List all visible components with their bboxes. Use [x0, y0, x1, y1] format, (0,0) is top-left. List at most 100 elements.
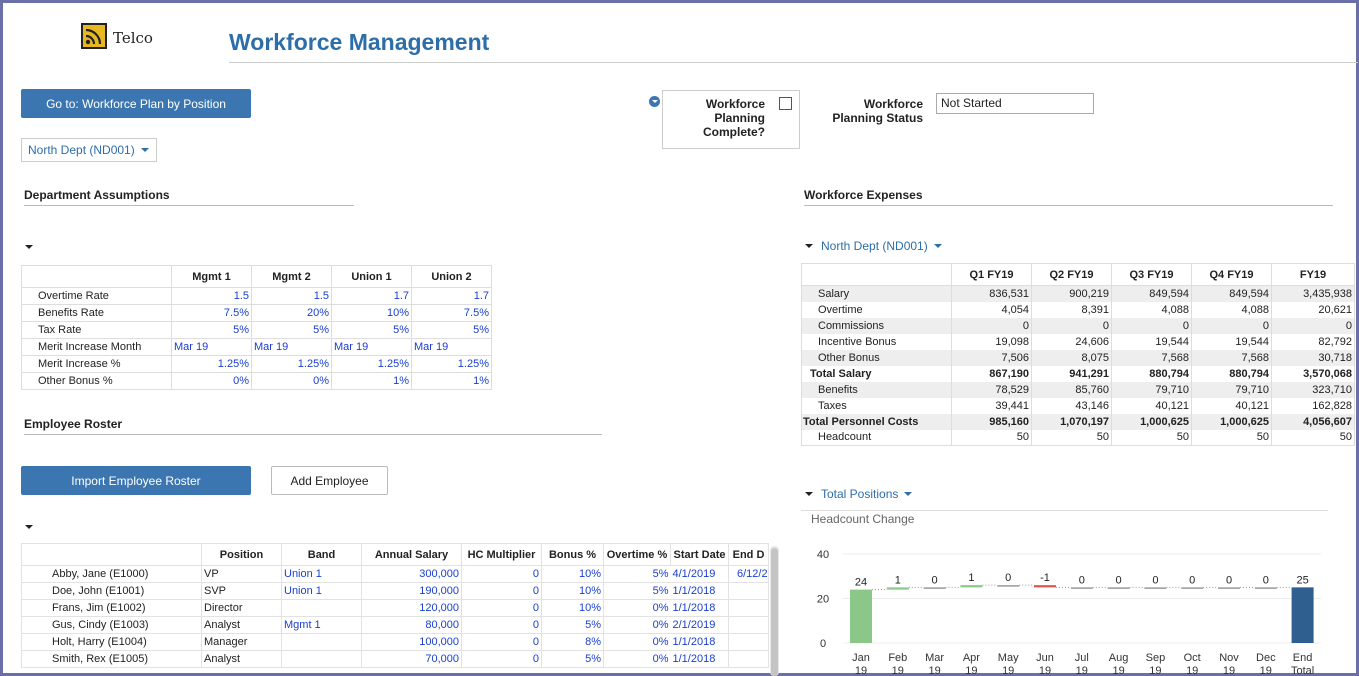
roster-cell-bonus[interactable]: 5% — [542, 617, 604, 634]
roster-cell-end[interactable] — [729, 583, 769, 600]
assumption-cell[interactable]: 1.25% — [172, 356, 252, 373]
roster-cell-start[interactable]: 4/1/2019 — [671, 566, 729, 583]
roster-cell-position[interactable]: SVP — [202, 583, 282, 600]
roster-cell-overtime[interactable]: 0% — [604, 634, 671, 651]
assumption-cell[interactable]: 1.5 — [252, 288, 332, 305]
roster-cell-position[interactable]: Analyst — [202, 617, 282, 634]
assumption-cell[interactable]: 7.5% — [412, 305, 492, 322]
roster-cell-overtime[interactable]: 5% — [604, 566, 671, 583]
assumption-cell[interactable]: 5% — [332, 322, 412, 339]
assumption-cell[interactable]: 1% — [412, 373, 492, 390]
roster-cell-position[interactable]: Analyst — [202, 651, 282, 668]
collapse-caret-icon[interactable] — [25, 525, 33, 529]
roster-cell-salary[interactable]: 300,000 — [362, 566, 462, 583]
roster-cell-start[interactable]: 1/1/2018 — [671, 600, 729, 617]
assumption-cell[interactable]: 10% — [332, 305, 412, 322]
assumption-cell[interactable]: Mar 19 — [412, 339, 492, 356]
assumption-cell[interactable]: 1% — [332, 373, 412, 390]
assumption-cell[interactable]: 0% — [252, 373, 332, 390]
roster-cell-start[interactable]: 2/1/2019 — [671, 617, 729, 634]
roster-cell-band[interactable] — [282, 600, 362, 617]
assumption-cell[interactable]: 1.7 — [412, 288, 492, 305]
add-employee-button[interactable]: Add Employee — [271, 466, 388, 495]
roster-cell-end[interactable] — [729, 634, 769, 651]
x-tick-label: Total — [1291, 665, 1314, 676]
assumption-cell[interactable]: 1.7 — [332, 288, 412, 305]
row-label: Overtime — [802, 302, 952, 318]
table-header-empty — [22, 544, 202, 566]
expense-value-cell: 849,594 — [1112, 286, 1192, 302]
roster-cell-end[interactable] — [729, 651, 769, 668]
roster-cell-name: Frans, Jim (E1002) — [22, 600, 202, 617]
column-header: Mgmt 1 — [172, 266, 252, 288]
assumption-cell[interactable]: 20% — [252, 305, 332, 322]
collapse-caret-icon[interactable] — [805, 244, 813, 248]
employee-roster-title: Employee Roster — [24, 417, 122, 431]
assumption-cell[interactable]: 5% — [172, 322, 252, 339]
roster-cell-hc[interactable]: 0 — [462, 600, 542, 617]
assumption-cell[interactable]: Mar 19 — [332, 339, 412, 356]
expenses-dept-selector[interactable]: North Dept (ND001) — [821, 238, 942, 254]
table-row: Doe, John (E1001) SVP Union 1 190,000 0 10% 5%… — [22, 583, 769, 600]
roster-cell-overtime[interactable]: 0% — [604, 651, 671, 668]
assumption-cell[interactable]: 7.5% — [172, 305, 252, 322]
assumption-cell[interactable]: 5% — [252, 322, 332, 339]
roster-cell-bonus[interactable]: 10% — [542, 566, 604, 583]
roster-cell-position[interactable]: VP — [202, 566, 282, 583]
roster-cell-bonus[interactable]: 10% — [542, 583, 604, 600]
collapse-caret-icon[interactable] — [25, 245, 33, 249]
assumption-cell[interactable]: 1.25% — [412, 356, 492, 373]
dept-selector[interactable]: North Dept (ND001) — [21, 138, 157, 162]
assumption-cell[interactable]: 1.25% — [332, 356, 412, 373]
roster-cell-bonus[interactable]: 5% — [542, 651, 604, 668]
roster-cell-band[interactable] — [282, 651, 362, 668]
roster-cell-start[interactable]: 1/1/2018 — [671, 583, 729, 600]
roster-cell-hc[interactable]: 0 — [462, 634, 542, 651]
roster-cell-band[interactable]: Mgmt 1 — [282, 617, 362, 634]
planning-complete-checkbox[interactable] — [779, 97, 792, 110]
assumption-cell[interactable]: Mar 19 — [172, 339, 252, 356]
roster-cell-salary[interactable]: 190,000 — [362, 583, 462, 600]
planning-status-field[interactable]: Not Started — [936, 93, 1094, 114]
roster-cell-start[interactable]: 1/1/2018 — [671, 634, 729, 651]
chart-bar — [1071, 587, 1093, 589]
roster-cell-salary[interactable]: 100,000 — [362, 634, 462, 651]
roster-cell-salary[interactable]: 120,000 — [362, 600, 462, 617]
roster-cell-position[interactable]: Director — [202, 600, 282, 617]
roster-cell-position[interactable]: Manager — [202, 634, 282, 651]
assumption-cell[interactable]: 1.25% — [252, 356, 332, 373]
roster-cell-bonus[interactable]: 8% — [542, 634, 604, 651]
go-to-workforce-plan-button[interactable]: Go to: Workforce Plan by Position — [21, 89, 251, 118]
row-label: Other Bonus % — [22, 373, 172, 390]
roster-cell-hc[interactable]: 0 — [462, 566, 542, 583]
assumption-cell[interactable]: 0% — [172, 373, 252, 390]
roster-cell-end[interactable] — [729, 600, 769, 617]
row-label: Benefits Rate — [22, 305, 172, 322]
collapse-toggle-icon[interactable] — [649, 96, 660, 107]
roster-cell-end[interactable] — [729, 617, 769, 634]
roster-cell-bonus[interactable]: 10% — [542, 600, 604, 617]
assumption-cell[interactable]: 5% — [412, 322, 492, 339]
roster-cell-salary[interactable]: 80,000 — [362, 617, 462, 634]
roster-cell-band[interactable] — [282, 634, 362, 651]
assumption-cell[interactable]: Mar 19 — [252, 339, 332, 356]
roster-scrollbar-thumb[interactable] — [771, 548, 778, 676]
roster-cell-hc[interactable]: 0 — [462, 583, 542, 600]
roster-cell-end[interactable]: 6/12/201 — [729, 566, 769, 583]
collapse-caret-icon[interactable] — [805, 492, 813, 496]
roster-cell-hc[interactable]: 0 — [462, 617, 542, 634]
roster-cell-overtime[interactable]: 5% — [604, 583, 671, 600]
roster-cell-band[interactable]: Union 1 — [282, 583, 362, 600]
roster-cell-hc[interactable]: 0 — [462, 651, 542, 668]
roster-cell-overtime[interactable]: 0% — [604, 617, 671, 634]
roster-cell-start[interactable]: 1/1/2018 — [671, 651, 729, 668]
chart-bar — [960, 585, 982, 587]
table-header-empty — [802, 264, 952, 286]
roster-cell-salary[interactable]: 70,000 — [362, 651, 462, 668]
roster-cell-band[interactable]: Union 1 — [282, 566, 362, 583]
import-employee-roster-button[interactable]: Import Employee Roster — [21, 466, 251, 495]
positions-selector[interactable]: Total Positions — [821, 486, 912, 502]
assumption-cell[interactable]: 1.5 — [172, 288, 252, 305]
table-row: Other Bonus % 0% 0% 1% 1% — [22, 373, 492, 390]
roster-cell-overtime[interactable]: 0% — [604, 600, 671, 617]
